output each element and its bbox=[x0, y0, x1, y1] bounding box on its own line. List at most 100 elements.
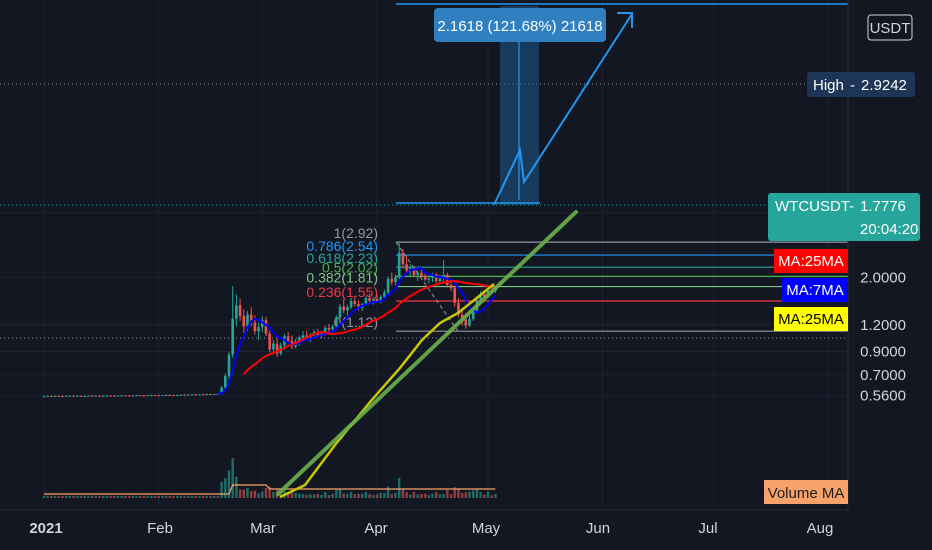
ma-legend-box bbox=[782, 278, 848, 302]
drawings[interactable]: 2.1618 (121.68%) 21618 bbox=[276, 3, 848, 496]
volume-bar bbox=[390, 493, 393, 498]
projection-label: 2.1618 (121.68%) 21618 bbox=[437, 18, 602, 35]
high-tag-label: High bbox=[813, 77, 844, 94]
candle-body bbox=[68, 395, 72, 397]
trend-line[interactable] bbox=[276, 210, 578, 496]
volume-bar bbox=[453, 487, 456, 498]
volume-bar bbox=[431, 493, 434, 498]
candle-body bbox=[57, 395, 61, 397]
ma-lines bbox=[217, 267, 497, 499]
volume-bar bbox=[216, 495, 220, 498]
candle-body bbox=[183, 394, 186, 396]
volume-bar bbox=[327, 494, 331, 498]
candle-body bbox=[235, 305, 238, 319]
volume-bar bbox=[68, 495, 72, 498]
volume-bar bbox=[479, 492, 482, 498]
candle-body bbox=[135, 395, 138, 397]
fib-level-label: 0.618(2.23) bbox=[306, 250, 378, 266]
candle-body bbox=[179, 394, 183, 396]
volume-bar bbox=[494, 493, 497, 498]
fib-level-label: 0.786(2.54) bbox=[306, 238, 378, 254]
volume-bar bbox=[172, 495, 175, 498]
candle-body bbox=[150, 395, 153, 397]
projection-path[interactable] bbox=[493, 13, 633, 206]
candle-body bbox=[405, 264, 408, 271]
ma-legend-label: MA:25MA bbox=[778, 253, 844, 270]
candle-body bbox=[172, 395, 175, 397]
price-tick: 0.7000 bbox=[860, 367, 906, 384]
projection-arrowhead bbox=[617, 12, 633, 28]
volume-bar bbox=[423, 493, 427, 498]
volume-bar bbox=[157, 495, 160, 498]
candle-body bbox=[423, 275, 427, 280]
candle-body bbox=[305, 335, 308, 338]
candle-body bbox=[449, 285, 453, 289]
candle-body bbox=[468, 318, 471, 326]
time-tick: Apr bbox=[364, 520, 387, 537]
volume-bar bbox=[383, 493, 386, 498]
volume-bar bbox=[46, 495, 49, 498]
volume-bar bbox=[127, 495, 131, 498]
candle-body bbox=[50, 396, 53, 398]
volume-bar bbox=[209, 495, 212, 498]
volume-bar bbox=[464, 492, 467, 498]
candle-body bbox=[464, 319, 468, 326]
candle-body bbox=[379, 296, 382, 302]
volume-bar bbox=[231, 458, 234, 498]
candle-body bbox=[397, 252, 401, 278]
volume-bar bbox=[183, 495, 186, 498]
volume-bar bbox=[490, 495, 493, 498]
price-tick: 0.5600 bbox=[860, 388, 906, 405]
volume-ma-line bbox=[44, 484, 496, 495]
currency-box[interactable] bbox=[867, 14, 913, 41]
candle-body bbox=[124, 395, 127, 397]
time-axis-bg bbox=[0, 510, 932, 550]
volume-bar bbox=[124, 495, 127, 498]
candle-body bbox=[64, 395, 68, 397]
candle-body bbox=[420, 272, 423, 276]
volume-bar bbox=[305, 494, 308, 498]
volume-bar bbox=[449, 494, 453, 498]
candle-body bbox=[127, 395, 131, 397]
high-tag bbox=[807, 72, 915, 97]
high-tag-dash: - bbox=[850, 77, 855, 94]
candle-body bbox=[364, 298, 368, 305]
volume-bar bbox=[135, 495, 138, 498]
candle-body bbox=[275, 343, 279, 354]
fib-level-label: 0.5(2.02) bbox=[322, 259, 378, 275]
candle-body bbox=[83, 396, 86, 398]
symbol-label: WTCUSDT bbox=[775, 198, 850, 215]
volume-bar bbox=[235, 476, 238, 498]
ma-25-line bbox=[243, 280, 496, 375]
volume-bar bbox=[338, 488, 342, 498]
candle-body bbox=[157, 395, 160, 397]
candle-body bbox=[46, 396, 49, 398]
volume-bar bbox=[401, 489, 405, 498]
time-tick: May bbox=[472, 520, 501, 537]
candle-body bbox=[375, 299, 379, 302]
volume-bar bbox=[457, 488, 460, 498]
candle-body bbox=[401, 252, 405, 265]
volume-bar bbox=[168, 495, 171, 498]
candle-body bbox=[264, 320, 268, 334]
volume-bar bbox=[468, 491, 471, 498]
volume-bar bbox=[298, 493, 301, 498]
volume-bar bbox=[61, 495, 64, 498]
fib-retracement[interactable]: 1(2.92)0.786(2.54)0.618(2.23)0.5(2.02)0.… bbox=[306, 225, 848, 332]
volume-bar bbox=[331, 493, 334, 498]
candle-body bbox=[146, 395, 149, 397]
volume-bar bbox=[301, 494, 305, 498]
candle-body bbox=[142, 395, 146, 397]
time-tick: Feb bbox=[147, 520, 173, 537]
ma-25-yellow-line bbox=[279, 283, 495, 499]
volume-bar bbox=[257, 493, 260, 498]
volume-bar bbox=[472, 490, 475, 498]
candle-body bbox=[453, 288, 456, 303]
volume-bar bbox=[379, 492, 382, 498]
volume-bar bbox=[65, 495, 68, 498]
volume-bar bbox=[264, 487, 268, 498]
candle-body bbox=[346, 307, 349, 311]
time-tick: Jul bbox=[698, 520, 717, 537]
